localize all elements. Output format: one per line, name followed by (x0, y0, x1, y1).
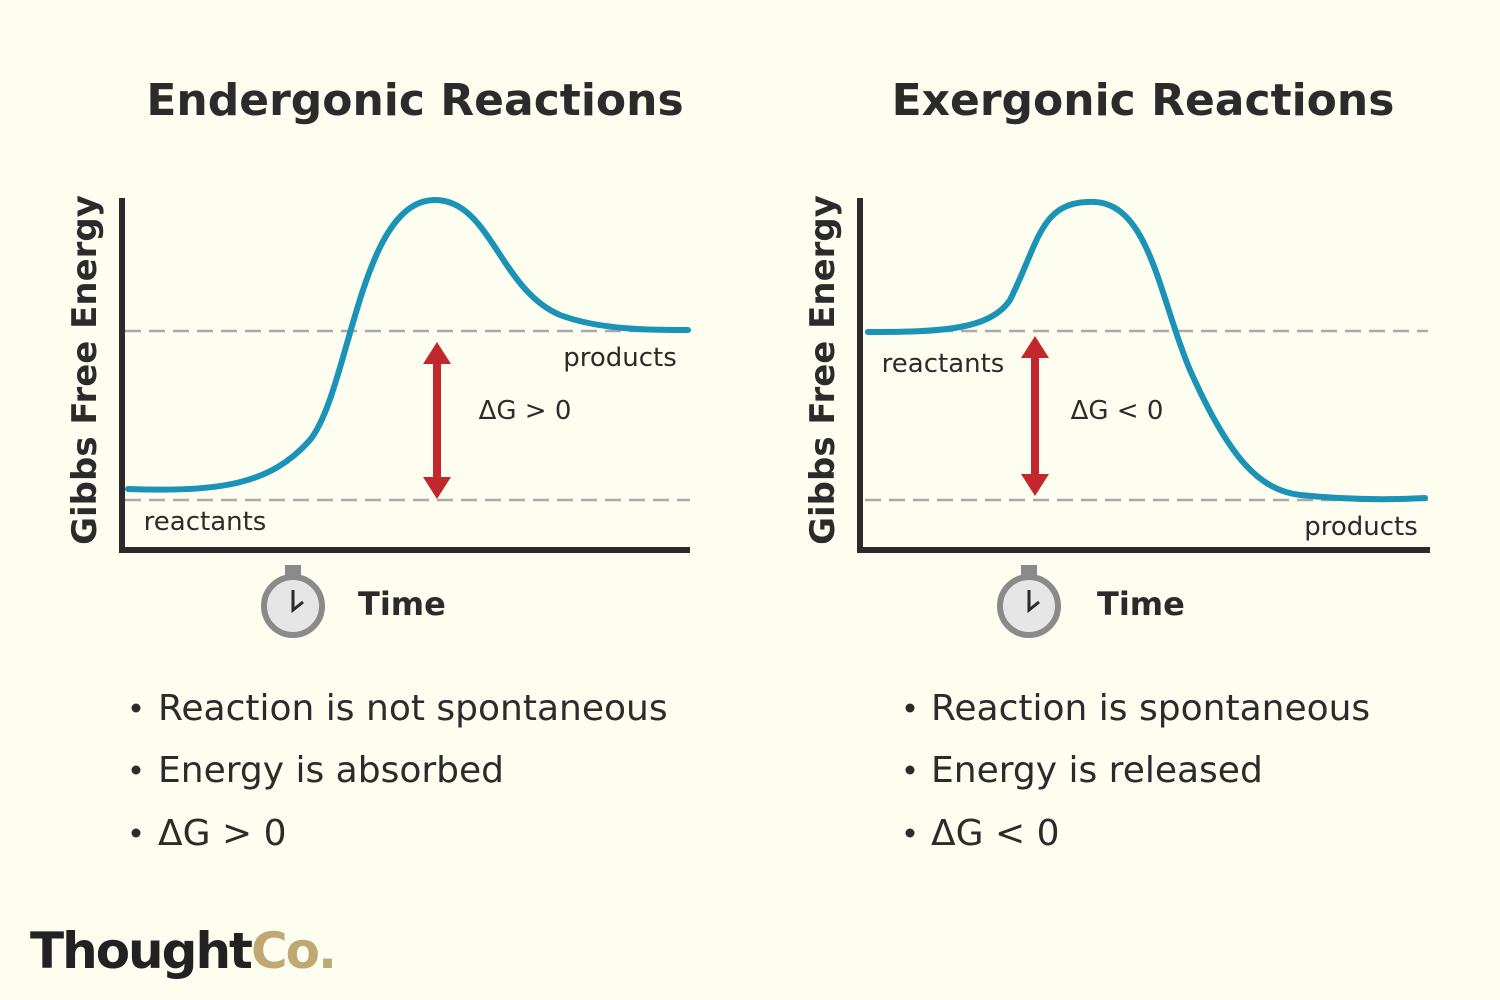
watch-knob (1021, 565, 1037, 575)
energy-curve (125, 196, 691, 493)
axes (857, 198, 1430, 553)
x-axis-label: Time (358, 585, 446, 623)
bullet-text: Reaction is spontaneous (931, 688, 1370, 729)
reactants-label: reactants (144, 507, 267, 537)
watch-knob (285, 565, 301, 575)
bullet-text: Energy is released (931, 750, 1263, 791)
x-axis-label: Time (1097, 585, 1185, 623)
arrow-head (1021, 474, 1049, 496)
endergonic-panel: Endergonic Reactions products reactants … (65, 75, 691, 854)
delta-label: ΔG > 0 (479, 396, 572, 426)
logo-main: Thought (30, 922, 252, 980)
bullet-dot (905, 703, 915, 713)
exergonic-panel: Exergonic Reactions reactants products Δ… (803, 75, 1430, 854)
axes (119, 198, 690, 553)
bullet-text: Energy is absorbed (158, 750, 504, 791)
bullet-text: ΔG < 0 (931, 813, 1059, 854)
bullet-dot (131, 703, 141, 713)
bullet-text: Reaction is not spontaneous (158, 688, 668, 729)
panel-title: Endergonic Reactions (146, 75, 683, 126)
arrow-head (423, 477, 451, 499)
arrow-head (1021, 336, 1049, 358)
stopwatch-icon (997, 565, 1061, 638)
logo: ThoughtCo. (30, 922, 335, 980)
y-axis-label: Gibbs Free Energy (803, 195, 843, 545)
bullet-dot (131, 828, 141, 838)
y-axis-label: Gibbs Free Energy (65, 195, 105, 545)
energy-curve (865, 198, 1428, 503)
stopwatch-icon (261, 565, 325, 638)
watch-hands (291, 590, 304, 614)
arrow-head (423, 342, 451, 364)
products-label: products (563, 343, 677, 373)
bullet-dot (905, 765, 915, 775)
delta-label: ΔG < 0 (1071, 396, 1164, 426)
bullet-text: ΔG > 0 (158, 813, 286, 854)
products-label: products (1304, 512, 1418, 542)
bullet-dot (131, 765, 141, 775)
watch-hands (1027, 590, 1040, 614)
bullet-dot (905, 828, 915, 838)
reactants-label: reactants (882, 349, 1005, 379)
logo-accent: Co. (251, 922, 335, 980)
panel-title: Exergonic Reactions (892, 75, 1395, 126)
